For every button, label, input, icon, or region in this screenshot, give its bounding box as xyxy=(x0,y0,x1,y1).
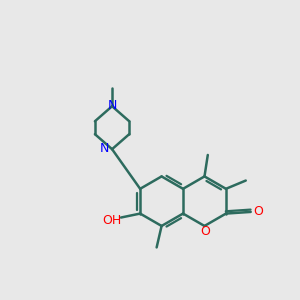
Text: O: O xyxy=(200,225,210,239)
Text: N: N xyxy=(100,142,109,155)
Text: N: N xyxy=(107,99,117,112)
Text: OH: OH xyxy=(102,214,122,227)
Text: O: O xyxy=(254,205,263,218)
